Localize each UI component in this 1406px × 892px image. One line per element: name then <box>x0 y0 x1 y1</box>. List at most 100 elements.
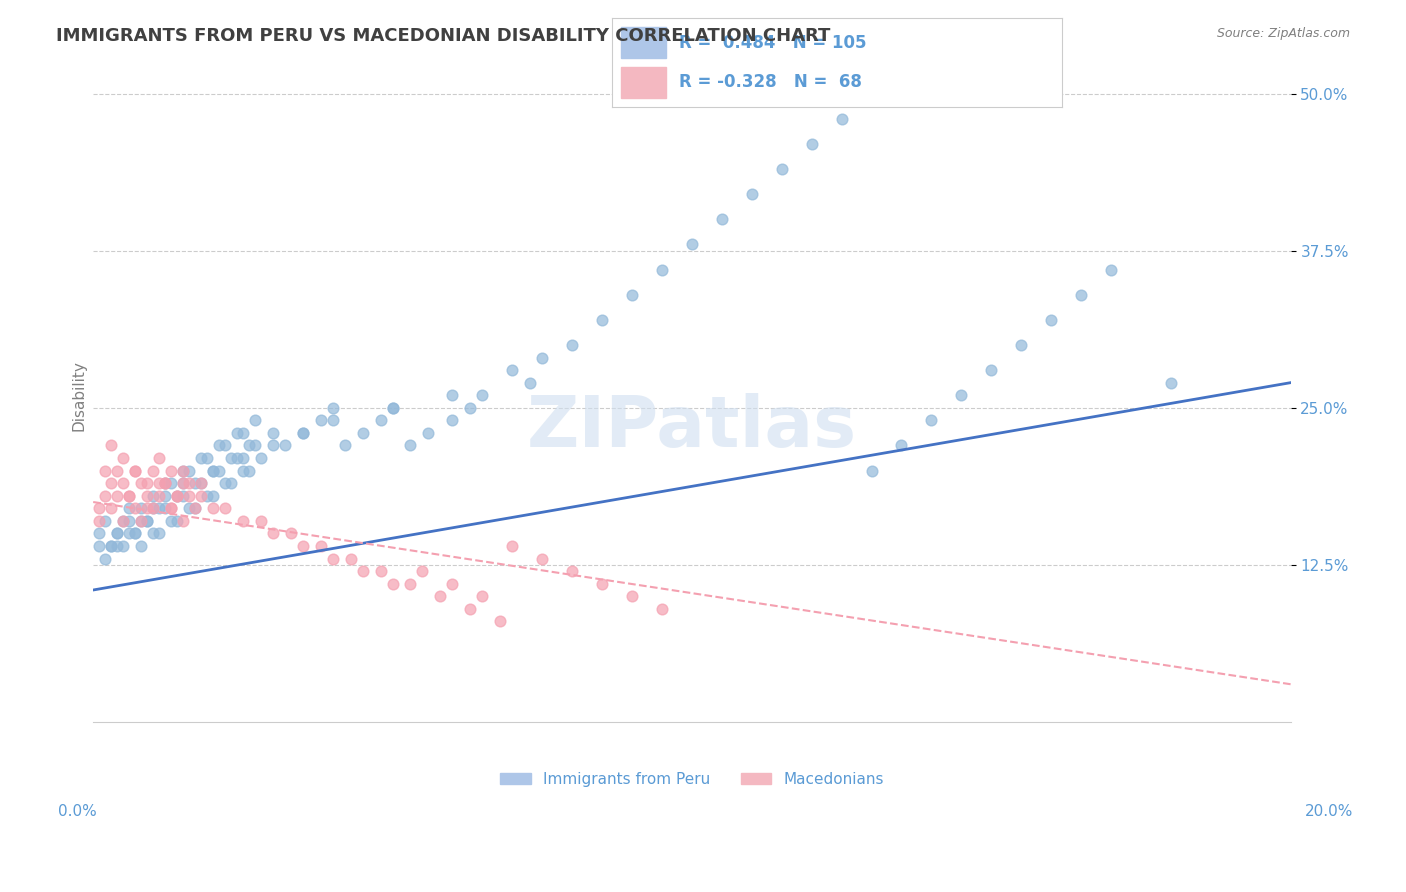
Point <box>219 476 242 491</box>
Point <box>118 501 141 516</box>
Point <box>238 438 260 452</box>
Point <box>681 237 703 252</box>
Text: 20.0%: 20.0% <box>1305 805 1353 819</box>
Point <box>225 425 247 440</box>
Point <box>136 514 159 528</box>
Point <box>219 451 242 466</box>
Point <box>124 501 146 516</box>
Point <box>710 212 733 227</box>
Point <box>250 514 273 528</box>
Point <box>148 489 170 503</box>
Point <box>100 438 122 452</box>
Point <box>262 425 284 440</box>
Point <box>105 464 128 478</box>
Point <box>280 526 302 541</box>
Point <box>129 476 152 491</box>
Point <box>441 413 464 427</box>
Point <box>980 363 1002 377</box>
Point <box>105 489 128 503</box>
Point <box>651 602 673 616</box>
Point <box>418 425 440 440</box>
Point <box>621 589 644 603</box>
Point <box>124 526 146 541</box>
Point <box>225 451 247 466</box>
Point <box>148 501 170 516</box>
Point <box>195 489 218 503</box>
Text: 0.0%: 0.0% <box>58 805 97 819</box>
Point <box>309 413 332 427</box>
Point <box>153 476 176 491</box>
Point <box>471 589 494 603</box>
Point <box>124 464 146 478</box>
Point <box>153 476 176 491</box>
Point <box>195 451 218 466</box>
Point <box>142 501 165 516</box>
Point <box>172 476 194 491</box>
Text: ZIPatlas: ZIPatlas <box>527 393 856 462</box>
Point <box>89 526 111 541</box>
Point <box>339 551 361 566</box>
Point <box>201 489 224 503</box>
Point <box>262 526 284 541</box>
Point <box>441 576 464 591</box>
Point <box>399 438 422 452</box>
Point <box>136 489 159 503</box>
Point <box>232 425 254 440</box>
Point <box>800 136 823 151</box>
Y-axis label: Disability: Disability <box>72 359 86 431</box>
Point <box>214 476 236 491</box>
Point <box>142 501 165 516</box>
Point <box>129 514 152 528</box>
Point <box>232 464 254 478</box>
Point <box>172 476 194 491</box>
Point <box>238 464 260 478</box>
Point <box>531 551 554 566</box>
Point <box>112 514 135 528</box>
Point <box>129 501 152 516</box>
Point <box>208 464 231 478</box>
Point <box>770 162 793 177</box>
Point <box>352 425 374 440</box>
Point <box>471 388 494 402</box>
Point <box>950 388 973 402</box>
Point <box>460 401 482 415</box>
Point <box>172 514 194 528</box>
Point <box>100 539 122 553</box>
Point <box>124 464 146 478</box>
Point <box>399 576 422 591</box>
Point <box>89 501 111 516</box>
Point <box>112 476 135 491</box>
Point <box>118 489 141 503</box>
Point <box>160 514 183 528</box>
Point <box>201 464 224 478</box>
Bar <box>620 27 665 58</box>
Point <box>160 464 183 478</box>
Point <box>370 564 392 578</box>
Point <box>214 501 236 516</box>
Point <box>232 514 254 528</box>
Point <box>1160 376 1182 390</box>
Point <box>561 564 583 578</box>
Point <box>153 501 176 516</box>
Text: R =  0.484   N = 105: R = 0.484 N = 105 <box>679 34 866 52</box>
Point <box>94 464 117 478</box>
Point <box>136 476 159 491</box>
Point <box>243 438 266 452</box>
Point <box>460 602 482 616</box>
Point <box>309 539 332 553</box>
Point <box>291 425 314 440</box>
Point <box>201 464 224 478</box>
Point <box>105 526 128 541</box>
Point <box>142 489 165 503</box>
Point <box>112 539 135 553</box>
Point <box>118 514 141 528</box>
Bar <box>620 67 665 98</box>
Point <box>1099 262 1122 277</box>
Point <box>184 501 207 516</box>
Point <box>208 438 231 452</box>
Text: R = -0.328   N =  68: R = -0.328 N = 68 <box>679 73 862 91</box>
Point <box>136 501 159 516</box>
Point <box>411 564 433 578</box>
Point <box>920 413 942 427</box>
Point <box>322 401 344 415</box>
